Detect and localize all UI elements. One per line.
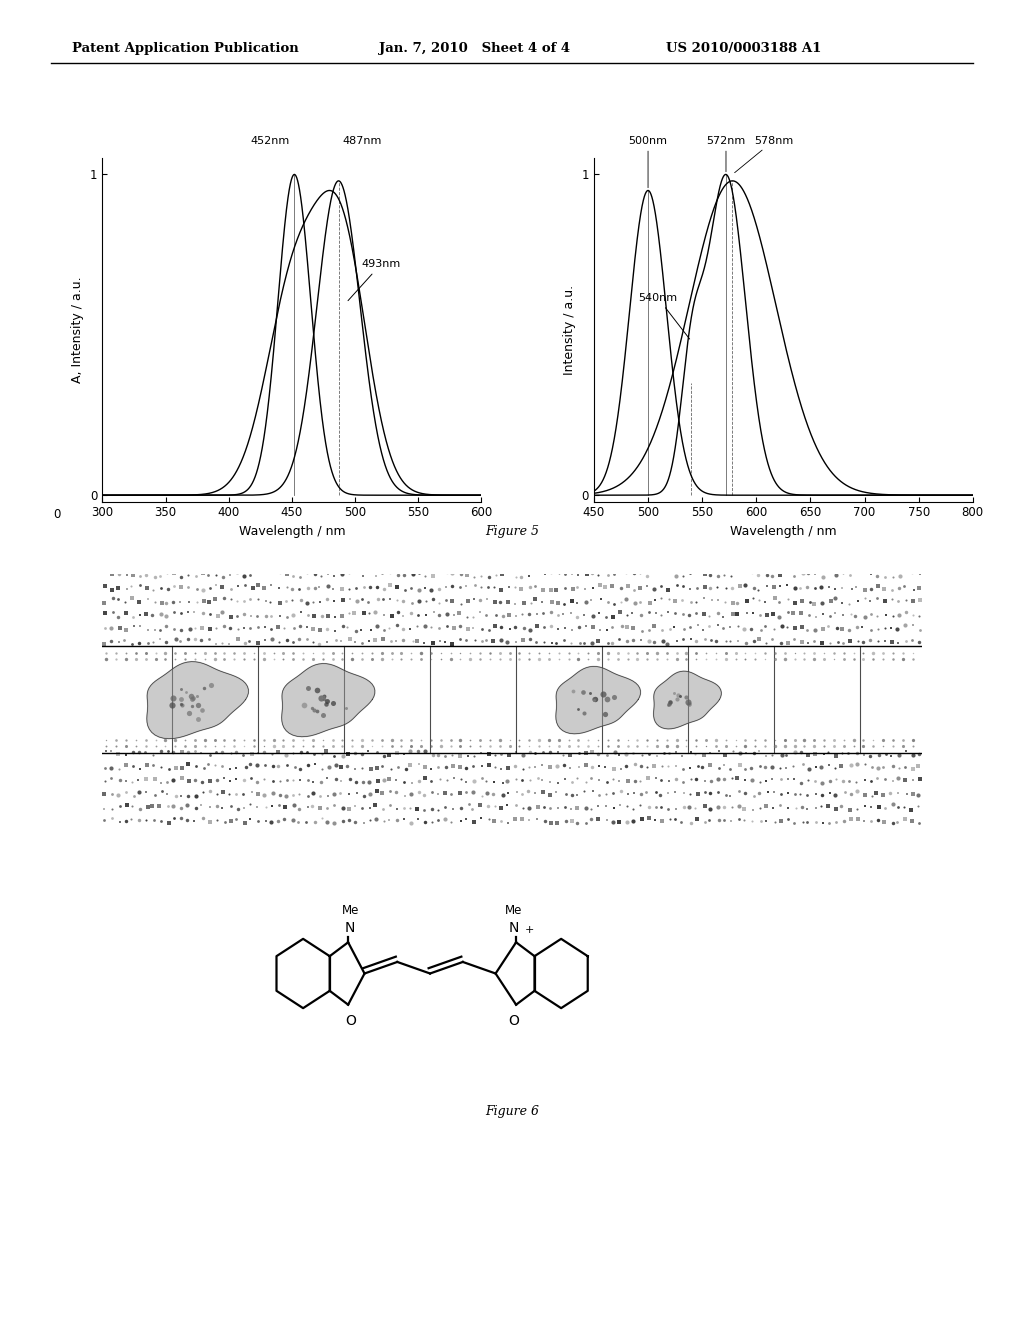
Text: O: O xyxy=(345,1014,355,1028)
Polygon shape xyxy=(282,664,375,737)
Y-axis label: Intensity / a.u.: Intensity / a.u. xyxy=(563,285,577,375)
Text: N: N xyxy=(509,921,519,936)
Y-axis label: A, Intensity / a.u.: A, Intensity / a.u. xyxy=(72,277,85,383)
Text: Me: Me xyxy=(341,904,358,917)
Text: +: + xyxy=(525,925,535,936)
Text: 452nm: 452nm xyxy=(250,136,290,145)
Text: 493nm: 493nm xyxy=(348,259,400,301)
Text: 500nm: 500nm xyxy=(629,136,668,187)
Text: O: O xyxy=(509,1014,519,1028)
Text: Figure 5: Figure 5 xyxy=(485,524,539,537)
Text: 578nm: 578nm xyxy=(734,136,794,173)
Text: N: N xyxy=(345,921,355,936)
Text: 572nm: 572nm xyxy=(707,136,745,172)
Text: 487nm: 487nm xyxy=(342,136,382,145)
Text: Patent Application Publication: Patent Application Publication xyxy=(72,42,298,55)
X-axis label: Wavelength / nm: Wavelength / nm xyxy=(730,525,837,539)
Text: Me: Me xyxy=(506,904,522,917)
Text: US 2010/0003188 A1: US 2010/0003188 A1 xyxy=(666,42,821,55)
X-axis label: Wavelength / nm: Wavelength / nm xyxy=(239,525,345,539)
Polygon shape xyxy=(146,661,249,739)
Text: Jan. 7, 2010   Sheet 4 of 4: Jan. 7, 2010 Sheet 4 of 4 xyxy=(379,42,570,55)
Text: 540nm: 540nm xyxy=(638,293,689,339)
Polygon shape xyxy=(556,667,641,734)
Polygon shape xyxy=(653,671,721,729)
Text: 0: 0 xyxy=(53,508,60,521)
Text: Figure 6: Figure 6 xyxy=(485,1105,539,1118)
